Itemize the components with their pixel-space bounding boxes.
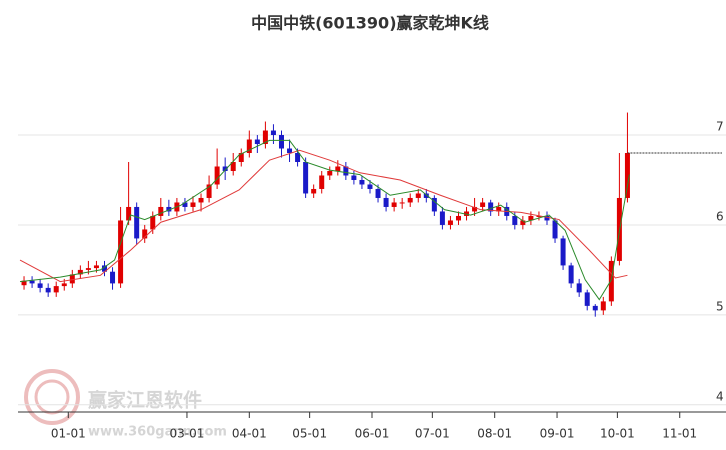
- candle-body: [61, 283, 67, 287]
- candle-body: [166, 206, 172, 212]
- candle-body: [158, 206, 164, 216]
- candle-body: [568, 265, 574, 284]
- moving-average: [19, 149, 628, 283]
- candle-body: [319, 175, 325, 189]
- candle-body: [287, 148, 293, 154]
- candle-body: [600, 301, 606, 311]
- candle-body: [134, 206, 140, 239]
- candle-body: [246, 139, 252, 154]
- candle-body: [222, 166, 228, 171]
- candle-body: [343, 166, 349, 176]
- candle-body: [37, 283, 43, 288]
- x-tick-label: 10-01: [600, 427, 635, 441]
- candle-body: [278, 135, 284, 149]
- candle-body: [624, 153, 630, 198]
- candle-body: [214, 166, 220, 185]
- candle-body: [45, 287, 51, 293]
- x-tick-label: 04-01: [232, 427, 267, 441]
- candle-body: [415, 193, 421, 198]
- candle-body: [182, 202, 188, 207]
- candle-body: [464, 211, 470, 216]
- candle-body: [592, 305, 598, 311]
- candle-body: [142, 229, 148, 239]
- candle-body: [327, 170, 333, 176]
- candle-body: [126, 206, 132, 221]
- x-tick-label: 06-01: [355, 427, 390, 441]
- candle-body: [576, 283, 582, 293]
- candle-body: [93, 265, 99, 269]
- candle-body: [69, 274, 75, 284]
- candle-body: [608, 260, 614, 302]
- candle-body: [270, 130, 276, 136]
- candle-body: [85, 268, 91, 270]
- candle-body: [230, 162, 236, 171]
- candle-body: [544, 215, 550, 221]
- candle-body: [77, 269, 83, 275]
- candle-body: [238, 153, 244, 162]
- watermark-logo-inner: [34, 379, 70, 415]
- candle-body: [496, 206, 502, 212]
- candle-body: [335, 166, 341, 171]
- candle-body: [206, 184, 212, 198]
- candle-body: [552, 220, 558, 239]
- y-tick-label: 6: [716, 209, 724, 223]
- candle-body: [480, 202, 486, 207]
- candle-body: [431, 197, 437, 212]
- x-tick-label: 03-01: [170, 427, 205, 441]
- candle-body: [536, 215, 542, 217]
- candle-body: [254, 139, 260, 145]
- candle-body: [528, 215, 534, 221]
- candle-body: [472, 206, 478, 212]
- candle-body: [407, 197, 413, 203]
- moving-average: [19, 139, 630, 301]
- y-tick-label: 7: [716, 120, 724, 134]
- x-tick-label: 11-01: [662, 427, 697, 441]
- x-tick-label: 09-01: [540, 427, 575, 441]
- candle-body: [439, 211, 445, 225]
- x-tick-label: 01-01: [51, 427, 86, 441]
- watermark-brand: 赢家江恩软件: [88, 389, 202, 412]
- candle-body: [584, 292, 590, 306]
- candle-body: [367, 184, 373, 189]
- candle-body: [560, 238, 566, 266]
- candle-body: [150, 215, 156, 230]
- watermark: 赢家江恩软件 www.360gann.com: [24, 369, 227, 440]
- candle-body: [262, 130, 268, 145]
- candle-body: [488, 202, 494, 212]
- x-tick-label: 05-01: [292, 427, 327, 441]
- candle-body: [198, 197, 204, 203]
- candle-body: [190, 202, 196, 207]
- candle-body: [303, 162, 309, 194]
- candle-body: [351, 175, 357, 180]
- candle-body: [53, 286, 59, 293]
- candle-body: [399, 202, 405, 204]
- candle-body: [295, 153, 301, 162]
- watermark-url: www.360gann.com: [88, 425, 227, 440]
- candle-body: [391, 202, 397, 207]
- watermark-logo: [24, 369, 80, 425]
- y-tick-label: 4: [716, 389, 724, 403]
- chart-title: 中国中铁(601390)赢家乾坤K线: [251, 14, 489, 33]
- candle-body: [423, 193, 429, 198]
- x-tick-label: 08-01: [477, 427, 512, 441]
- candle-body: [21, 280, 27, 286]
- candle-body: [520, 220, 526, 225]
- candle-body: [455, 215, 461, 221]
- candle-body: [311, 188, 317, 194]
- candle-body: [512, 215, 518, 225]
- candle-body: [375, 188, 381, 198]
- candle-body: [110, 271, 116, 284]
- candle-body: [383, 197, 389, 207]
- candle-body: [447, 220, 453, 225]
- candle-body: [29, 280, 35, 284]
- candle-body: [101, 265, 107, 272]
- candle-body: [359, 179, 365, 185]
- candle-body: [118, 220, 124, 284]
- y-tick-label: 5: [716, 299, 724, 313]
- x-tick-label: 07-01: [415, 427, 450, 441]
